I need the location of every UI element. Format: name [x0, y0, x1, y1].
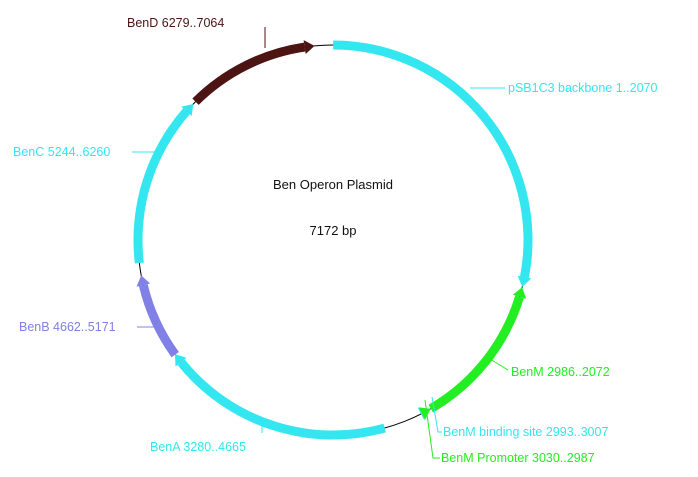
- feature-arc-benD: [192, 42, 306, 105]
- feature-arcs: [133, 40, 533, 440]
- leader-line-benM: [484, 355, 509, 371]
- leader-line-binding-site: [431, 396, 442, 433]
- feature-arrowhead-backbone: [517, 275, 532, 287]
- label-benB: BenB 4662..5171: [19, 320, 116, 334]
- feature-arrowhead-benM: [512, 287, 527, 299]
- feature-arc-backbone: [333, 40, 533, 278]
- feature-arc-benB: [138, 284, 179, 358]
- feature-arrowhead-benB: [136, 275, 151, 287]
- plasmid-size: 7172 bp: [310, 223, 357, 238]
- label-promoter: BenM Promoter 3030..2987: [441, 451, 595, 465]
- feature-arc-benM: [428, 295, 524, 413]
- leader-lines: [132, 27, 509, 459]
- label-benA: BenA 3280..4665: [150, 440, 246, 454]
- label-binding-site: BenM binding site 2993..3007: [443, 425, 608, 439]
- label-benD: BenD 6279..7064: [127, 16, 224, 30]
- label-benM: BenM 2986..2072: [511, 365, 610, 379]
- feature-arrowhead-benD: [303, 40, 315, 54]
- label-backbone: pSB1C3 backbone 1..2070: [508, 81, 657, 95]
- plasmid-title: Ben Operon Plasmid: [273, 177, 393, 192]
- label-benC: BenC 5244..6260: [13, 145, 110, 159]
- feature-arrowhead-benA: [174, 354, 187, 367]
- feature-arrowhead-benM-promoter: [418, 407, 431, 420]
- feature-arc-benC: [133, 108, 190, 264]
- feature-arrowhead-benC: [181, 104, 194, 116]
- leader-line-promoter: [424, 399, 440, 459]
- feature-arc-benA: [177, 359, 386, 440]
